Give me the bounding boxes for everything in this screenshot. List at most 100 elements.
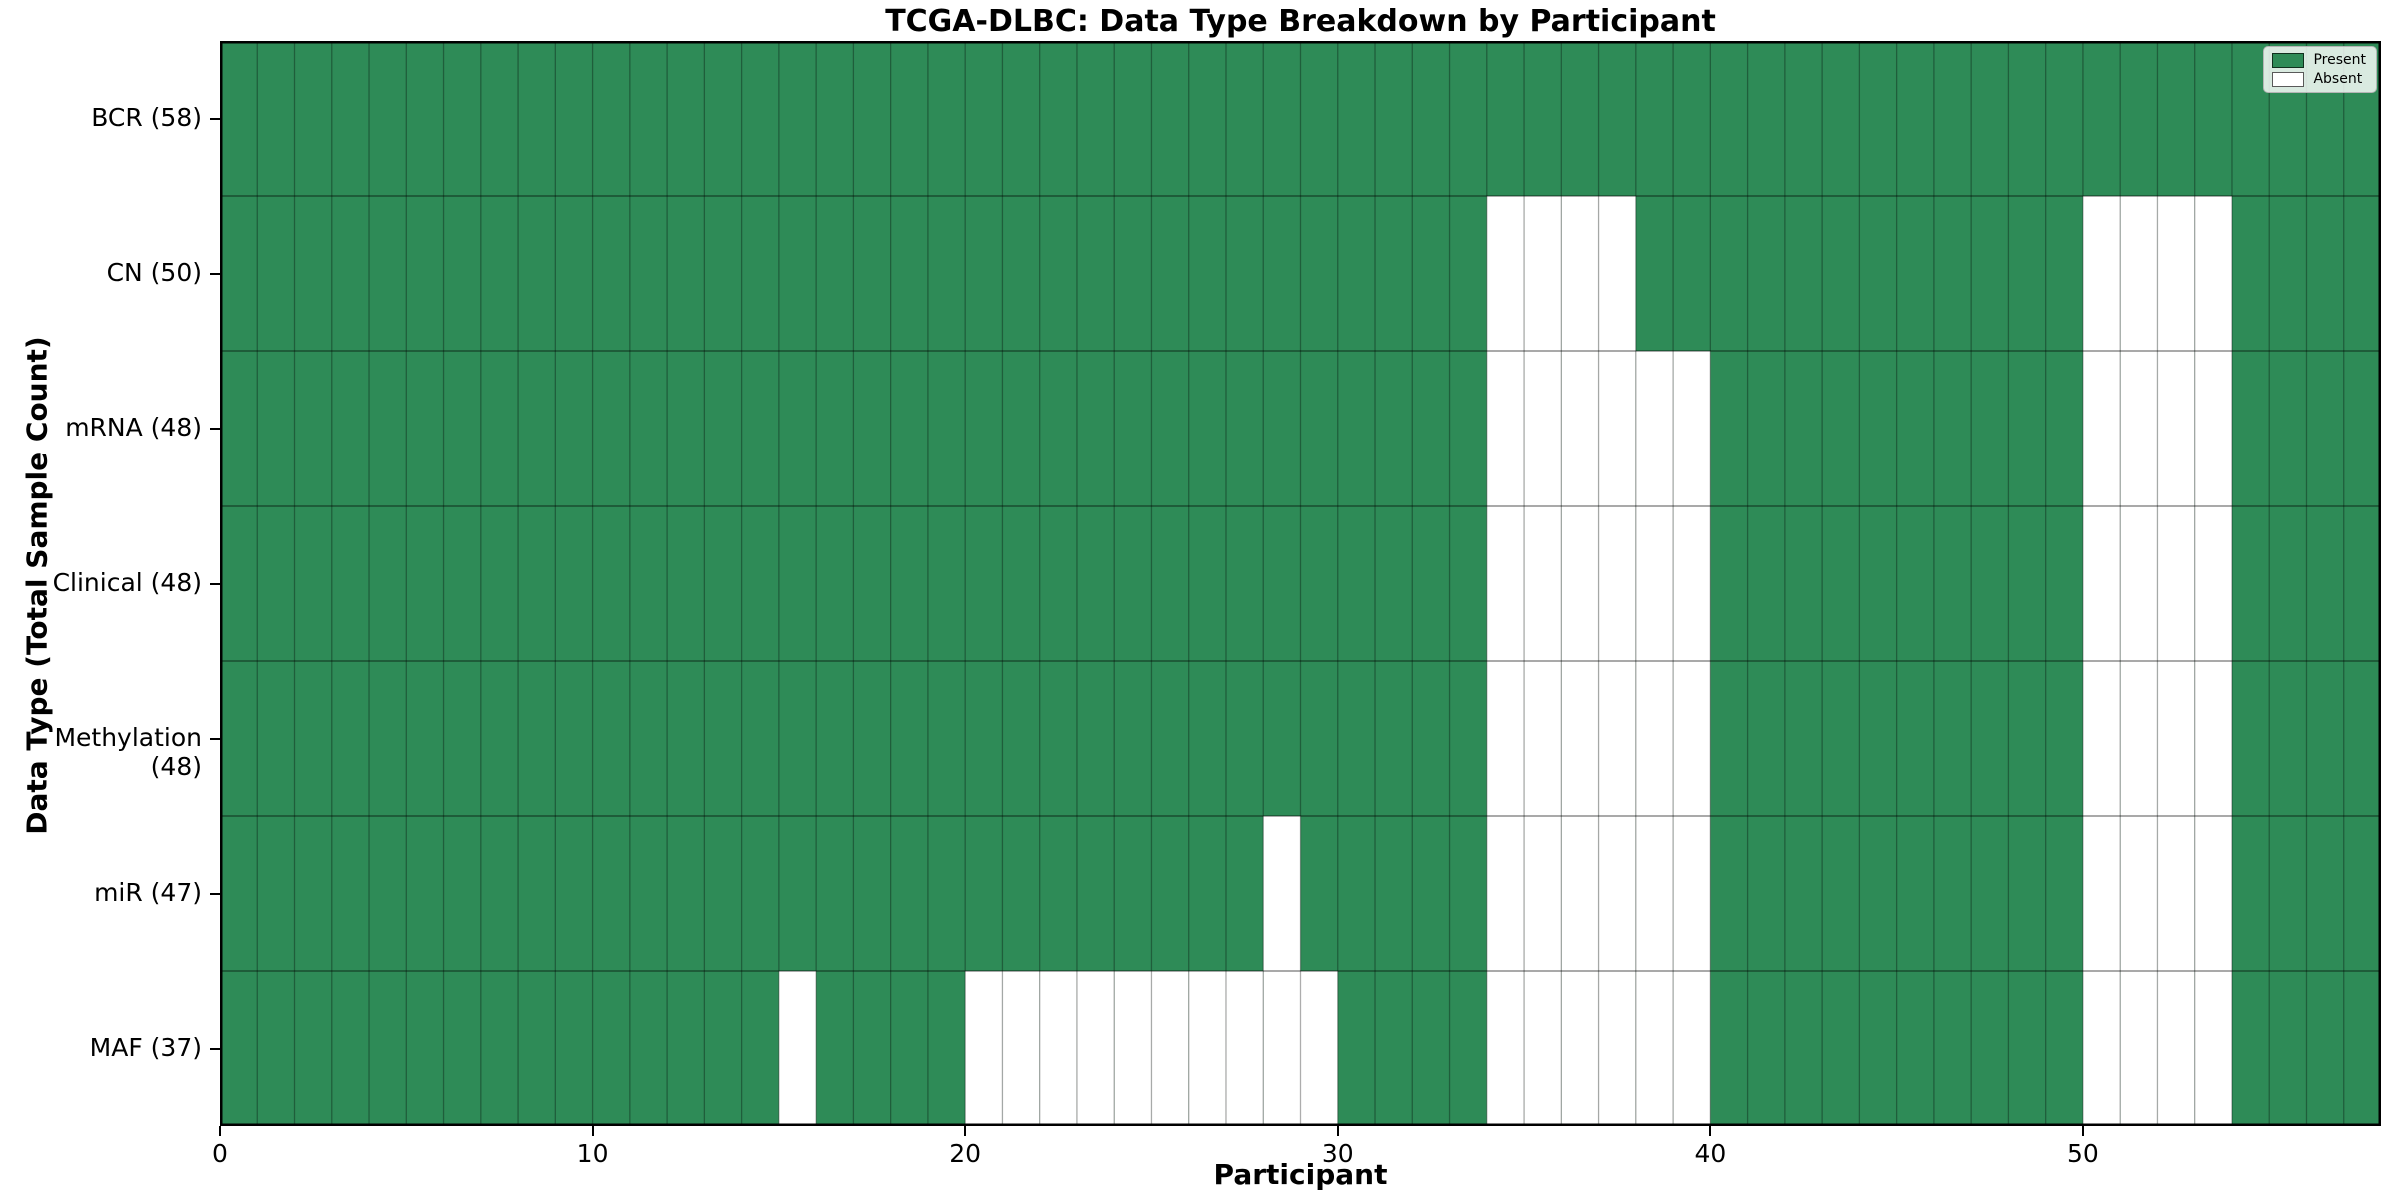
absent-cell-Clinical-39 bbox=[1673, 506, 1711, 661]
absent-cell-Clinical-52 bbox=[2157, 506, 2195, 661]
absent-cell-MAF-23 bbox=[1076, 971, 1115, 1126]
absent-cell-MAF-24 bbox=[1114, 971, 1152, 1126]
absent-cell-mRNA-34 bbox=[1486, 351, 1525, 506]
x-tick-mark-50 bbox=[2081, 1126, 2084, 1136]
absent-cell-CN-53 bbox=[2194, 196, 2232, 351]
absent-cell-Clinical-53 bbox=[2194, 506, 2232, 661]
absent-cell-miR-50 bbox=[2082, 816, 2121, 971]
absent-cell-miR-52 bbox=[2157, 816, 2195, 971]
absent-cell-mRNA-35 bbox=[1524, 351, 1562, 506]
y-tick-label-MAF: MAF (37) bbox=[89, 1032, 202, 1062]
absent-cell-MAF-29 bbox=[1300, 971, 1338, 1126]
absent-cell-MAF-25 bbox=[1151, 971, 1189, 1126]
legend-label-present: Present bbox=[2313, 52, 2366, 68]
y-tick-mark-miR bbox=[210, 892, 220, 895]
absent-cell-mRNA-37 bbox=[1598, 351, 1636, 506]
absent-cell-mRNA-53 bbox=[2194, 351, 2232, 506]
absent-cell-MAF-22 bbox=[1039, 971, 1077, 1126]
absent-cell-MAF-53 bbox=[2194, 971, 2232, 1126]
absent-cell-Methylation-52 bbox=[2157, 661, 2195, 816]
y-tick-mark-Clinical bbox=[210, 582, 220, 585]
y-tick-label-mRNA: mRNA (48) bbox=[65, 412, 202, 442]
y-tick-label-CN: CN (50) bbox=[106, 257, 202, 287]
absent-cell-MAF-50 bbox=[2082, 971, 2121, 1126]
legend: Present Absent bbox=[2263, 46, 2377, 93]
x-tick-label-20: 20 bbox=[949, 1139, 982, 1168]
absent-cell-MAF-28 bbox=[1263, 971, 1301, 1126]
y-tick-label-miR: miR (47) bbox=[94, 877, 202, 907]
absent-cell-MAF-34 bbox=[1486, 971, 1525, 1126]
x-tick-mark-20 bbox=[964, 1126, 967, 1136]
absent-cell-CN-37 bbox=[1598, 196, 1636, 351]
plot-border bbox=[220, 41, 2381, 1126]
absent-cell-Clinical-37 bbox=[1598, 506, 1636, 661]
y-axis-label: Data Type (Total Sample Count) bbox=[20, 336, 54, 835]
legend-swatch-present-icon bbox=[2272, 52, 2305, 68]
absent-cell-miR-38 bbox=[1635, 816, 1674, 971]
absent-cell-Methylation-51 bbox=[2120, 661, 2158, 816]
x-tick-mark-30 bbox=[1336, 1126, 1339, 1136]
absent-cell-MAF-21 bbox=[1002, 971, 1040, 1126]
absent-cell-miR-53 bbox=[2194, 816, 2232, 971]
x-tick-label-0: 0 bbox=[212, 1139, 228, 1168]
absent-cell-Clinical-50 bbox=[2082, 506, 2121, 661]
x-tick-label-40: 40 bbox=[1694, 1139, 1727, 1168]
x-tick-label-10: 10 bbox=[576, 1139, 609, 1168]
absent-cell-Clinical-38 bbox=[1635, 506, 1674, 661]
absent-cell-Methylation-50 bbox=[2082, 661, 2121, 816]
absent-cell-miR-39 bbox=[1673, 816, 1711, 971]
absent-cell-CN-34 bbox=[1486, 196, 1525, 351]
absent-cell-MAF-27 bbox=[1225, 971, 1264, 1126]
absent-cell-mRNA-38 bbox=[1635, 351, 1674, 506]
absent-cell-Methylation-34 bbox=[1486, 661, 1525, 816]
absent-cell-Clinical-36 bbox=[1561, 506, 1599, 661]
absent-cell-CN-36 bbox=[1561, 196, 1599, 351]
absent-cell-mRNA-50 bbox=[2082, 351, 2121, 506]
absent-cell-MAF-37 bbox=[1598, 971, 1636, 1126]
absent-cell-CN-50 bbox=[2082, 196, 2121, 351]
absent-cell-mRNA-52 bbox=[2157, 351, 2195, 506]
y-tick-mark-BCR bbox=[210, 117, 220, 120]
y-tick-mark-MAF bbox=[210, 1047, 220, 1050]
y-tick-mark-Methylation bbox=[210, 737, 220, 740]
x-tick-mark-0 bbox=[219, 1126, 221, 1136]
x-tick-mark-10 bbox=[591, 1126, 594, 1136]
x-tick-label-50: 50 bbox=[2067, 1139, 2099, 1168]
y-tick-label-Clinical: Clinical (48) bbox=[52, 567, 202, 597]
absent-cell-Methylation-38 bbox=[1635, 661, 1674, 816]
absent-cell-miR-34 bbox=[1486, 816, 1525, 971]
x-tick-mark-40 bbox=[1709, 1126, 1712, 1136]
legend-item-present: Present bbox=[2272, 52, 2366, 68]
x-tick-label-30: 30 bbox=[1321, 1139, 1354, 1168]
absent-cell-Methylation-53 bbox=[2194, 661, 2232, 816]
absent-cell-Methylation-39 bbox=[1673, 661, 1711, 816]
y-tick-label-BCR: BCR (58) bbox=[91, 102, 202, 132]
absent-cell-miR-37 bbox=[1598, 816, 1636, 971]
absent-cell-mRNA-36 bbox=[1561, 351, 1599, 506]
absent-cell-MAF-52 bbox=[2157, 971, 2195, 1126]
absent-cell-MAF-39 bbox=[1673, 971, 1711, 1126]
absent-cell-MAF-26 bbox=[1188, 971, 1226, 1126]
y-tick-mark-mRNA bbox=[210, 427, 220, 430]
absent-cell-CN-35 bbox=[1524, 196, 1562, 351]
legend-swatch-absent-icon bbox=[2272, 71, 2305, 87]
absent-cell-MAF-36 bbox=[1561, 971, 1599, 1126]
absent-cell-MAF-15 bbox=[778, 971, 817, 1126]
absent-cell-CN-52 bbox=[2157, 196, 2195, 351]
absent-cell-miR-51 bbox=[2120, 816, 2158, 971]
absent-cell-miR-36 bbox=[1561, 816, 1599, 971]
absent-cell-mRNA-51 bbox=[2120, 351, 2158, 506]
absent-cell-MAF-20 bbox=[965, 971, 1003, 1126]
absent-cell-Methylation-36 bbox=[1561, 661, 1599, 816]
x-axis-label: Participant bbox=[1213, 1158, 1388, 1191]
y-tick-mark-CN bbox=[210, 272, 220, 275]
absent-cell-mRNA-39 bbox=[1673, 351, 1711, 506]
absent-cell-MAF-38 bbox=[1635, 971, 1674, 1126]
absent-cell-Methylation-35 bbox=[1524, 661, 1562, 816]
absent-cell-CN-51 bbox=[2120, 196, 2158, 351]
heatmap-plot-area bbox=[220, 41, 2381, 1126]
legend-label-absent: Absent bbox=[2313, 71, 2363, 87]
absent-cell-Methylation-37 bbox=[1598, 661, 1636, 816]
absent-cell-Clinical-35 bbox=[1524, 506, 1562, 661]
